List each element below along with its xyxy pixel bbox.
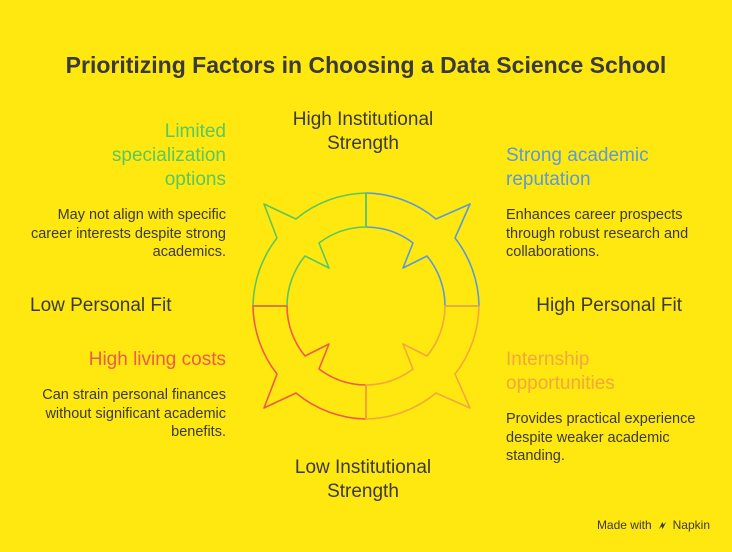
quadrant-title-top-right: Strong academic reputation xyxy=(506,145,649,190)
cycle-segment-bottom-right xyxy=(365,305,480,420)
cycle-segment-top-left xyxy=(252,192,367,307)
cycle-segment-bottom-left xyxy=(252,305,367,420)
axis-label-top: High Institutional Strength xyxy=(292,109,434,154)
axis-label-left: Low Personal Fit xyxy=(30,295,172,316)
page-title: Prioritizing Factors in Choosing a Data … xyxy=(65,52,667,78)
cycle-segment-top-right xyxy=(365,192,480,307)
napkin-branding: Made with Napkin xyxy=(597,518,710,532)
branding-name: Napkin xyxy=(672,518,710,532)
quadrant-title-bottom-left: High living costs xyxy=(88,349,226,370)
quadrant-title-top-left: Limited specialization options xyxy=(111,121,226,190)
quadrant-description-bottom-right: Provides practical experience despite we… xyxy=(506,411,696,464)
axis-label-right: High Personal Fit xyxy=(536,295,682,316)
napkin-logo-icon xyxy=(658,521,666,529)
branding-prefix: Made with xyxy=(596,518,652,532)
axis-label-bottom: Low Institutional Strength xyxy=(294,457,432,502)
quadrant-description-bottom-left: Can strain personal finances without sig… xyxy=(42,387,226,440)
cycle-diagram xyxy=(252,192,480,420)
quadrant-description-top-left: May not align with specific career inter… xyxy=(30,207,226,260)
quadrant-description-top-right: Enhances career prospects through robust… xyxy=(506,207,689,260)
quadrant-title-bottom-right: Internship opportunities xyxy=(506,349,615,394)
